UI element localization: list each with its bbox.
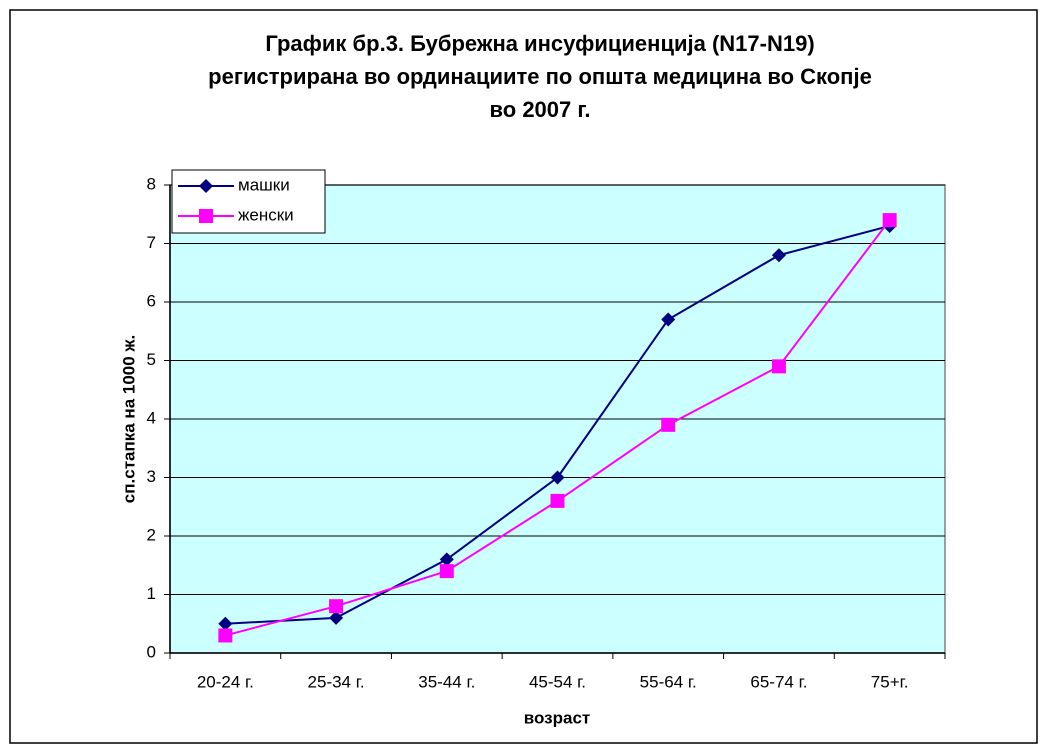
chart-title: График бр.3. Бубрежна инсуфициенција (N1… (265, 31, 814, 56)
data-point (439, 564, 454, 579)
legend (171, 169, 326, 234)
data-point (550, 470, 565, 485)
y-tick-label: 1 (147, 584, 156, 603)
data-point (661, 417, 676, 432)
y-tick-label: 4 (147, 408, 156, 427)
chart-title: во 2007 г. (490, 97, 591, 122)
data-point (550, 493, 565, 508)
y-tick-label: 0 (147, 642, 156, 661)
data-point (218, 616, 233, 631)
x-axis-title: возраст (524, 708, 590, 727)
data-point (329, 599, 344, 614)
chart-title: регистрирана во ординациите по општа мед… (208, 64, 872, 89)
legend-label: машки (238, 175, 290, 194)
x-tick-label: 25-34 г. (308, 672, 365, 691)
y-tick-label: 6 (147, 291, 156, 310)
y-tick-label: 7 (147, 233, 156, 252)
y-tick-label: 5 (147, 350, 156, 369)
y-tick-label: 8 (147, 174, 156, 193)
data-point (771, 248, 786, 263)
data-point (218, 628, 233, 643)
x-tick-label: 75+г. (871, 672, 909, 691)
legend-marker (199, 179, 213, 193)
y-axis-title: сп.стапка на 1000 ж. (119, 335, 138, 503)
x-tick-label: 45-54 г. (529, 672, 586, 691)
x-tick-label: 55-64 г. (640, 672, 697, 691)
x-tick-label: 65-74 г. (750, 672, 807, 691)
y-tick-label: 2 (147, 525, 156, 544)
data-point (439, 552, 454, 567)
data-point (882, 213, 897, 228)
data-point (661, 312, 676, 327)
data-point (771, 359, 786, 374)
legend-marker (199, 209, 213, 223)
data-point (329, 610, 344, 625)
x-tick-label: 20-24 г. (197, 672, 254, 691)
y-tick-label: 3 (147, 467, 156, 486)
x-tick-label: 35-44 г. (418, 672, 475, 691)
legend-label: женски (238, 205, 294, 224)
